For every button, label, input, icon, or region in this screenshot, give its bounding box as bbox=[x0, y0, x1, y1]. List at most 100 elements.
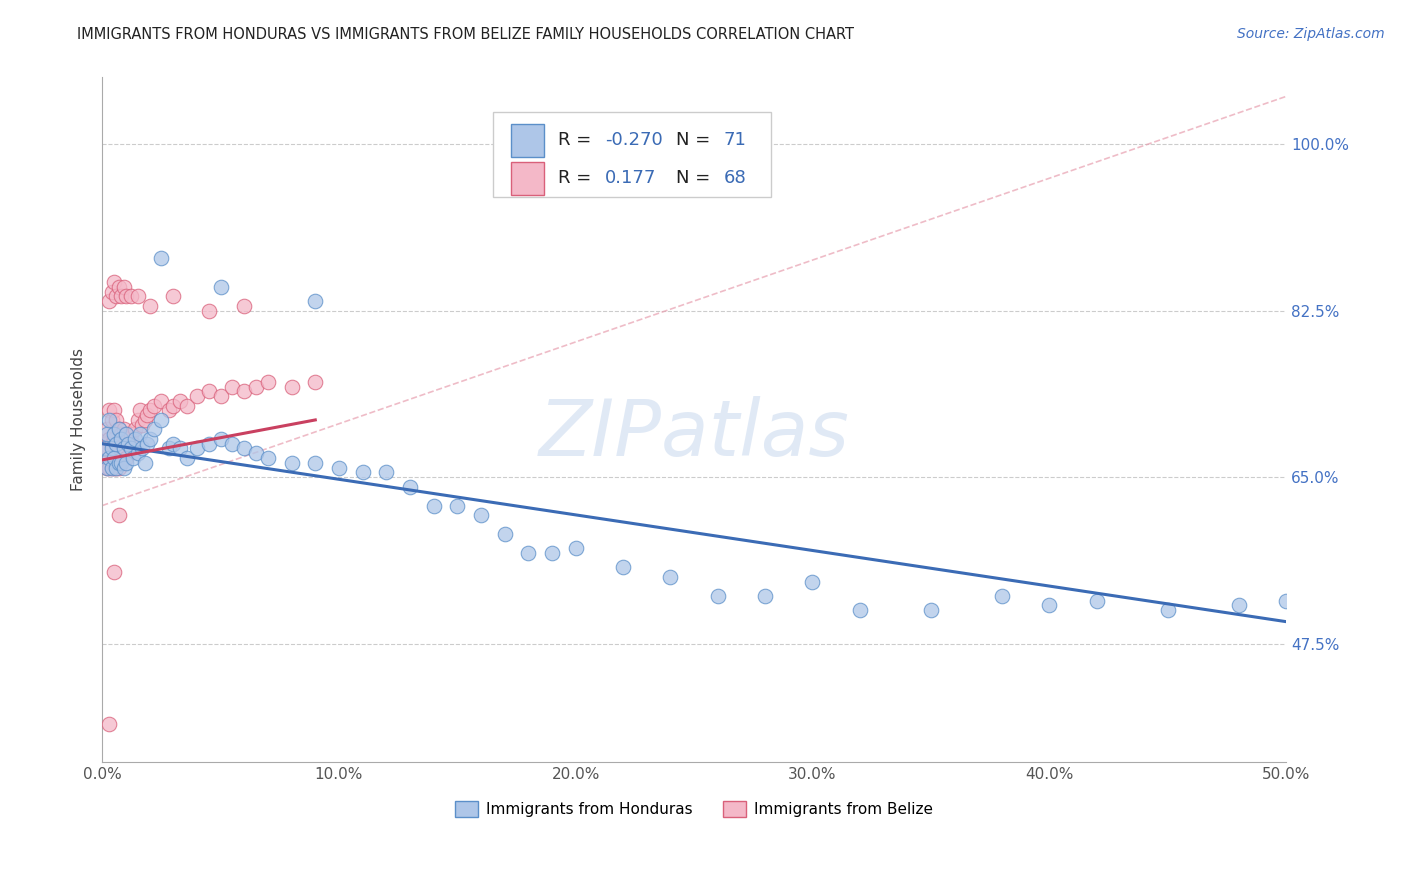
Point bbox=[103, 565, 125, 579]
Text: R =: R = bbox=[558, 131, 598, 149]
Point bbox=[124, 432, 146, 446]
Point bbox=[150, 413, 173, 427]
Point bbox=[375, 465, 398, 479]
Point bbox=[103, 275, 125, 289]
Point bbox=[100, 460, 122, 475]
Point bbox=[176, 450, 198, 465]
Point bbox=[304, 375, 326, 389]
FancyBboxPatch shape bbox=[494, 112, 770, 197]
Point bbox=[446, 499, 468, 513]
Point bbox=[107, 442, 129, 456]
Point bbox=[107, 456, 129, 470]
Point bbox=[124, 422, 146, 436]
Text: -0.270: -0.270 bbox=[606, 131, 664, 149]
Point bbox=[517, 546, 540, 560]
Point bbox=[1038, 599, 1060, 613]
Point bbox=[221, 436, 243, 450]
Point bbox=[105, 460, 128, 475]
Point bbox=[100, 285, 122, 299]
Y-axis label: Family Households: Family Households bbox=[72, 349, 86, 491]
Point bbox=[136, 408, 159, 422]
Text: N =: N = bbox=[676, 169, 716, 187]
Point bbox=[399, 479, 422, 493]
Point bbox=[134, 413, 156, 427]
Point bbox=[257, 375, 280, 389]
Point bbox=[280, 456, 302, 470]
Point bbox=[112, 279, 135, 293]
Point bbox=[98, 432, 121, 446]
Point bbox=[304, 456, 326, 470]
Point bbox=[328, 460, 350, 475]
Point bbox=[197, 436, 219, 450]
Point bbox=[138, 299, 160, 313]
Point bbox=[991, 589, 1014, 603]
Point bbox=[103, 427, 125, 442]
Point bbox=[470, 508, 492, 522]
Point bbox=[209, 432, 232, 446]
Point bbox=[103, 403, 125, 417]
Point bbox=[1275, 593, 1298, 607]
Point bbox=[162, 436, 184, 450]
Point bbox=[112, 442, 135, 456]
Text: 0.177: 0.177 bbox=[606, 169, 657, 187]
Point bbox=[96, 442, 118, 456]
Point bbox=[103, 450, 125, 465]
Point bbox=[157, 403, 180, 417]
Point bbox=[245, 379, 267, 393]
Point bbox=[754, 589, 776, 603]
Point bbox=[169, 442, 191, 456]
Point bbox=[136, 436, 159, 450]
Point bbox=[96, 460, 118, 475]
Point bbox=[120, 442, 142, 456]
Point bbox=[129, 427, 152, 442]
Point bbox=[112, 422, 135, 436]
Point bbox=[564, 541, 586, 556]
Point bbox=[134, 456, 156, 470]
Point bbox=[127, 289, 149, 303]
Point bbox=[127, 446, 149, 460]
Point bbox=[110, 432, 132, 446]
Point bbox=[143, 422, 166, 436]
Point bbox=[105, 413, 128, 427]
Point bbox=[150, 393, 173, 408]
Text: ZIPatlas: ZIPatlas bbox=[538, 396, 849, 472]
Point bbox=[1156, 603, 1178, 617]
Text: 68: 68 bbox=[724, 169, 747, 187]
Point bbox=[138, 432, 160, 446]
Point bbox=[233, 384, 256, 399]
Point bbox=[115, 427, 138, 442]
Point bbox=[849, 603, 872, 617]
Point bbox=[107, 508, 129, 522]
Point bbox=[107, 422, 129, 436]
Point bbox=[131, 442, 153, 456]
Point bbox=[115, 456, 138, 470]
Point bbox=[105, 289, 128, 303]
Text: 71: 71 bbox=[724, 131, 747, 149]
Point bbox=[422, 499, 444, 513]
Point bbox=[96, 460, 118, 475]
Point bbox=[186, 389, 208, 403]
Point bbox=[122, 450, 145, 465]
Point bbox=[105, 436, 128, 450]
Point bbox=[98, 293, 121, 308]
Point bbox=[98, 403, 121, 417]
Point bbox=[117, 436, 139, 450]
Point bbox=[143, 399, 166, 413]
Point bbox=[233, 442, 256, 456]
Point bbox=[115, 289, 138, 303]
Point bbox=[541, 546, 564, 560]
Point bbox=[110, 456, 132, 470]
Point bbox=[157, 442, 180, 456]
Point bbox=[100, 436, 122, 450]
Point bbox=[107, 460, 129, 475]
Text: Source: ZipAtlas.com: Source: ZipAtlas.com bbox=[1237, 27, 1385, 41]
Point bbox=[107, 279, 129, 293]
Point bbox=[103, 460, 125, 475]
Bar bbox=[510, 124, 544, 157]
Point bbox=[120, 289, 142, 303]
Point bbox=[494, 527, 516, 541]
Point bbox=[98, 450, 121, 465]
Point bbox=[117, 432, 139, 446]
Point bbox=[162, 289, 184, 303]
Text: IMMIGRANTS FROM HONDURAS VS IMMIGRANTS FROM BELIZE FAMILY HOUSEHOLDS CORRELATION: IMMIGRANTS FROM HONDURAS VS IMMIGRANTS F… bbox=[77, 27, 855, 42]
